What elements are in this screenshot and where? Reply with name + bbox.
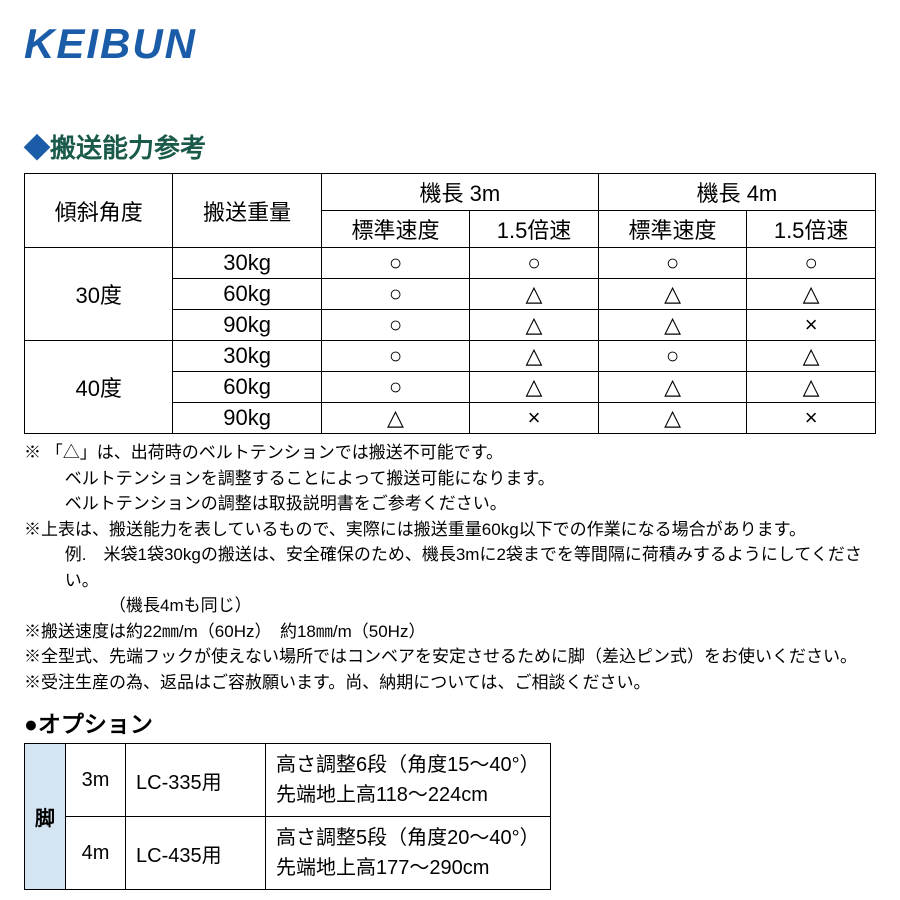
desc-3m: 高さ調整6段（角度15～40°） 先端地上高118～224cm xyxy=(266,744,551,817)
note-line: 例. 米袋1袋30kgの搬送は、安全確保のため、機長3mに2袋までを等間隔に荷積… xyxy=(24,542,876,593)
cell: ○ xyxy=(598,248,746,279)
note-line: ベルトテンションを調整することによって搬送可能になります。 xyxy=(24,466,876,492)
weight-30: 30kg xyxy=(173,341,321,372)
col-weight: 搬送重量 xyxy=(173,174,321,248)
cell: × xyxy=(470,403,599,434)
note-line: （機長4mも同じ） xyxy=(24,593,876,619)
leg-label: 脚 xyxy=(25,744,66,890)
cell: △ xyxy=(598,403,746,434)
cell: △ xyxy=(598,372,746,403)
len-4m: 4m xyxy=(66,817,126,890)
weight-90: 90kg xyxy=(173,310,321,341)
cell: × xyxy=(747,310,876,341)
cell: △ xyxy=(598,279,746,310)
weight-90: 90kg xyxy=(173,403,321,434)
col-length3: 機長 3m xyxy=(321,174,598,211)
cell: △ xyxy=(470,310,599,341)
table-header-row: 傾斜角度 搬送重量 機長 3m 機長 4m xyxy=(25,174,876,211)
capacity-table: 傾斜角度 搬送重量 機長 3m 機長 4m 標準速度 1.5倍速 標準速度 1.… xyxy=(24,173,876,434)
cell: ○ xyxy=(321,248,469,279)
angle-40: 40度 xyxy=(25,341,173,434)
note-line: ※全型式、先端フックが使えない場所ではコンベアを安定させるために脚（差込ピン式）… xyxy=(24,644,876,670)
col-length4: 機長 4m xyxy=(598,174,875,211)
cell: △ xyxy=(321,403,469,434)
model-4m: LC-435用 xyxy=(126,817,266,890)
cell: △ xyxy=(470,372,599,403)
col-std: 標準速度 xyxy=(321,211,469,248)
cell: △ xyxy=(598,310,746,341)
cell: △ xyxy=(747,341,876,372)
cell: ○ xyxy=(598,341,746,372)
angle-30: 30度 xyxy=(25,248,173,341)
diamond-icon: ◆ xyxy=(24,133,50,163)
options-table: 脚 3m LC-335用 高さ調整6段（角度15～40°） 先端地上高118～2… xyxy=(24,743,551,890)
weight-30: 30kg xyxy=(173,248,321,279)
desc-4m: 高さ調整5段（角度20～40°） 先端地上高177～290cm xyxy=(266,817,551,890)
cell: ○ xyxy=(321,279,469,310)
desc-line: 先端地上高177～290cm xyxy=(276,857,489,879)
col-fast: 1.5倍速 xyxy=(747,211,876,248)
desc-line: 高さ調整6段（角度15～40°） xyxy=(276,754,540,776)
cell: ○ xyxy=(321,310,469,341)
cell: ○ xyxy=(470,248,599,279)
option-heading: ●オプション xyxy=(24,705,876,739)
note-line: ベルトテンションの調整は取扱説明書をご参考ください。 xyxy=(24,491,876,517)
cell: ○ xyxy=(747,248,876,279)
desc-line: 先端地上高118～224cm xyxy=(276,784,488,806)
col-fast: 1.5倍速 xyxy=(470,211,599,248)
cell: ○ xyxy=(321,341,469,372)
cell: △ xyxy=(470,341,599,372)
logo: KEIBUN xyxy=(24,20,876,68)
table-row: 4m LC-435用 高さ調整5段（角度20～40°） 先端地上高177～290… xyxy=(25,817,551,890)
weight-60: 60kg xyxy=(173,279,321,310)
cell: × xyxy=(747,403,876,434)
note-line: ※搬送速度は約22㎜/m（60Hz） 約18㎜/m（50Hz） xyxy=(24,619,876,645)
table-row: 脚 3m LC-335用 高さ調整6段（角度15～40°） 先端地上高118～2… xyxy=(25,744,551,817)
cell: △ xyxy=(747,279,876,310)
section1-heading-text: 搬送能力参考 xyxy=(50,133,206,163)
desc-line: 高さ調整5段（角度20～40°） xyxy=(276,827,540,849)
cell: ○ xyxy=(321,372,469,403)
table-row: 40度 30kg ○ △ ○ △ xyxy=(25,341,876,372)
col-angle: 傾斜角度 xyxy=(25,174,173,248)
col-std: 標準速度 xyxy=(598,211,746,248)
section1-heading: ◆搬送能力参考 xyxy=(24,128,876,165)
cell: △ xyxy=(747,372,876,403)
notes-block: ※ 「△」は、出荷時のベルトテンションでは搬送不可能です。 ベルトテンションを調… xyxy=(24,440,876,695)
table-row: 30度 30kg ○ ○ ○ ○ xyxy=(25,248,876,279)
weight-60: 60kg xyxy=(173,372,321,403)
len-3m: 3m xyxy=(66,744,126,817)
note-line: ※受注生産の為、返品はご容赦願います。尚、納期については、ご相談ください。 xyxy=(24,670,876,696)
note-line: ※上表は、搬送能力を表しているもので、実際には搬送重量60kg以下での作業になる… xyxy=(24,517,876,543)
model-3m: LC-335用 xyxy=(126,744,266,817)
cell: △ xyxy=(470,279,599,310)
note-line: ※ 「△」は、出荷時のベルトテンションでは搬送不可能です。 xyxy=(24,440,876,466)
